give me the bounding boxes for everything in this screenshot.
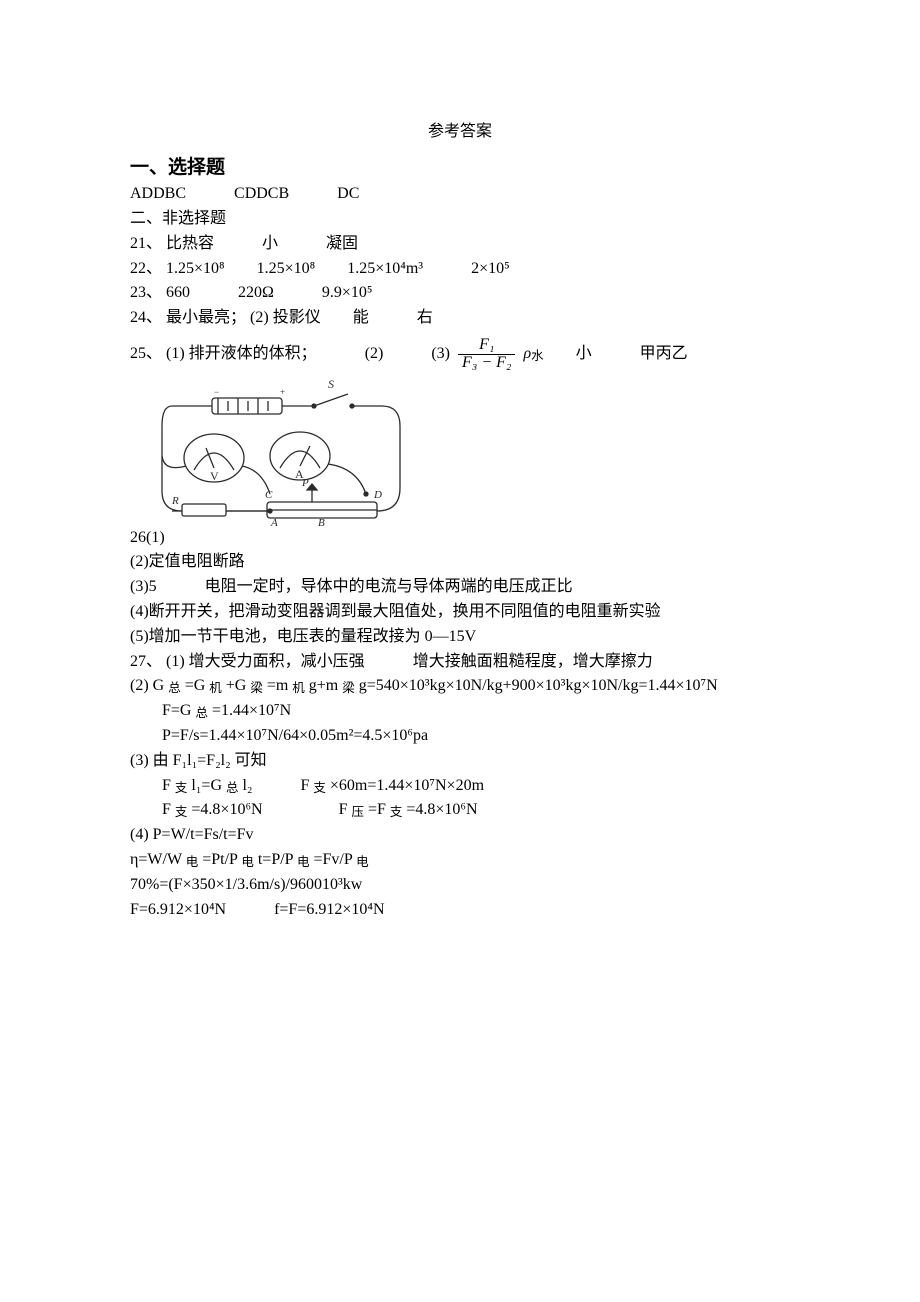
q22-a3: 1.25×10⁴m³ (347, 260, 423, 277)
q24-a1: 最小最亮； (166, 309, 246, 326)
q27-4-l4: F=6.912×10⁴N f=F=6.912×10⁴N (130, 898, 790, 923)
q24-a3: 能 (353, 309, 369, 326)
q25-p2-label: (2) (365, 345, 384, 362)
svg-text:−: − (214, 387, 219, 397)
q27-2-l2: F=G 总 =1.44×10⁷N (130, 699, 790, 724)
q23-a1: 660 (166, 284, 190, 301)
q27-p3-l1: 由 F₁l₁=F₂l₂ 可知 (153, 752, 267, 769)
svg-text:V: V (210, 469, 219, 483)
q27-label: 27、 (130, 653, 162, 670)
q27-p4-label: (4) (130, 826, 149, 843)
q23-a3: 9.9×10⁵ (322, 284, 373, 301)
q27-4-l3: 70%=(F×350×1/3.6m/s)/960010³kw (130, 873, 790, 898)
q25-frac-num: F₁ (458, 337, 515, 354)
q25-label: 25、 (130, 345, 162, 362)
section-1-heading: 一、选择题 (130, 153, 790, 182)
q21: 21、 比热容 小 凝固 (130, 232, 790, 257)
svg-text:P: P (301, 477, 309, 489)
doc-title: 参考答案 (130, 120, 790, 145)
q22-label: 22、 (130, 260, 162, 277)
q25-order: 甲丙乙 (640, 345, 688, 362)
q27-4-l4a: F=6.912×10⁴N (130, 901, 226, 918)
q21-a2: 小 (262, 235, 278, 252)
q24: 24、 最小最亮； (2) 投影仪 能 右 (130, 306, 790, 331)
q27-2-l3: P=F/s=1.44×10⁷N/64×0.05m²=4.5×10⁶pa (130, 724, 790, 749)
q21-a1: 比热容 (166, 235, 214, 252)
q27-1: 27、 (1) 增大受力面积，减小压强 增大接触面粗糙程度，增大摩擦力 (130, 650, 790, 675)
mc-answers-2: CDDCB (234, 185, 289, 202)
q27-p2-label: (2) (130, 677, 149, 694)
q27-4-l2: η=W/W 电 =Pt/P 电 t=P/P 电 =Fv/P 电 (130, 848, 790, 873)
q25-small: 小 (576, 345, 592, 362)
q25-fraction: F₁ F₃ − F₂ (458, 337, 515, 372)
q25-p1-label: (1) (166, 345, 185, 362)
q26-4: (4)断开开关，把滑动变阻器调到最大阻值处，换用不同阻值的电阻重新实验 (130, 600, 790, 625)
q27-p1b: 增大接触面粗糙程度，增大摩擦力 (413, 653, 653, 670)
q27-3-l2: F 支 l₁=G 总 l₂ F 支 ×60m=1.44×10⁷N×20m (130, 774, 790, 799)
q27-3-l3: F 支 =4.8×10⁶N F 压 =F 支 =4.8×10⁶N (130, 798, 790, 823)
q25: 25、 (1) 排开液体的体积； (2) (3) F₁ F₃ − F₂ ρ水 小… (130, 337, 790, 372)
svg-text:D: D (373, 489, 382, 501)
q24-label: 24、 (130, 309, 162, 326)
q23: 23、 660 220Ω 9.9×10⁵ (130, 281, 790, 306)
mc-answers-1: ADDBC (130, 185, 186, 202)
q23-a2: 220Ω (238, 284, 274, 301)
q26-3a: (3)5 (130, 578, 157, 595)
q21-label: 21、 (130, 235, 162, 252)
q22-a1: 1.25×10⁸ (166, 260, 225, 277)
q25-p3-label: (3) (431, 345, 450, 362)
q26-3b: 电阻一定时，导体中的电流与导体两端的电压成正比 (205, 578, 573, 595)
q27-4-l1: (4) P=W/t=Fs/t=Fv (130, 823, 790, 848)
page: 参考答案 一、选择题 ADDBC CDDCB DC 二、非选择题 21、 比热容… (0, 0, 920, 1302)
mc-answers-3: DC (337, 185, 359, 202)
q26-3: (3)5 电阻一定时，导体中的电流与导体两端的电压成正比 (130, 575, 790, 600)
q25-frac-den: F₃ − F₂ (458, 354, 515, 372)
q24-a4: 右 (417, 309, 433, 326)
q26-5: (5)增加一节干电池，电压表的量程改接为 0—15V (130, 625, 790, 650)
q27-3-l1: (3) 由 F₁l₁=F₂l₂ 可知 (130, 749, 790, 774)
q24-a2: 投影仪 (273, 309, 321, 326)
q25-p1: 排开液体的体积； (189, 345, 317, 362)
q25-rho-sub: 水 (531, 349, 543, 363)
section-2-heading: 二、非选择题 (130, 207, 790, 232)
q24-a2-label: (2) (250, 309, 269, 326)
q22-a4: 2×10⁵ (471, 260, 510, 277)
q27-p1-label: (1) (166, 653, 185, 670)
svg-text:A: A (270, 517, 278, 526)
q21-a3: 凝固 (326, 235, 358, 252)
q27-4-l4b: f=F=6.912×10⁴N (274, 901, 384, 918)
mc-answers: ADDBC CDDCB DC (130, 182, 790, 207)
q26-1: 26(1) (130, 526, 790, 551)
svg-text:+: + (280, 387, 285, 397)
circuit-diagram: − + S V A (152, 376, 412, 526)
svg-text:R: R (171, 495, 179, 507)
q23-label: 23、 (130, 284, 162, 301)
q22: 22、 1.25×10⁸ 1.25×10⁸ 1.25×10⁴m³ 2×10⁵ (130, 257, 790, 282)
q27-p3-label: (3) (130, 752, 149, 769)
q27-2-l1: (2) G 总 =G 机 +G 梁 =m 机 g+m 梁 g=540×10³kg… (130, 674, 790, 699)
svg-text:C: C (265, 489, 273, 501)
q27-p4-l1: P=W/t=Fs/t=Fv (153, 826, 254, 843)
svg-text:B: B (318, 517, 325, 526)
svg-text:S: S (328, 377, 334, 391)
q26-2: (2)定值电阻断路 (130, 550, 790, 575)
q22-a2: 1.25×10⁸ (257, 260, 316, 277)
q27-p1a: 增大受力面积，减小压强 (189, 653, 365, 670)
q25-rho: ρ (523, 345, 531, 362)
